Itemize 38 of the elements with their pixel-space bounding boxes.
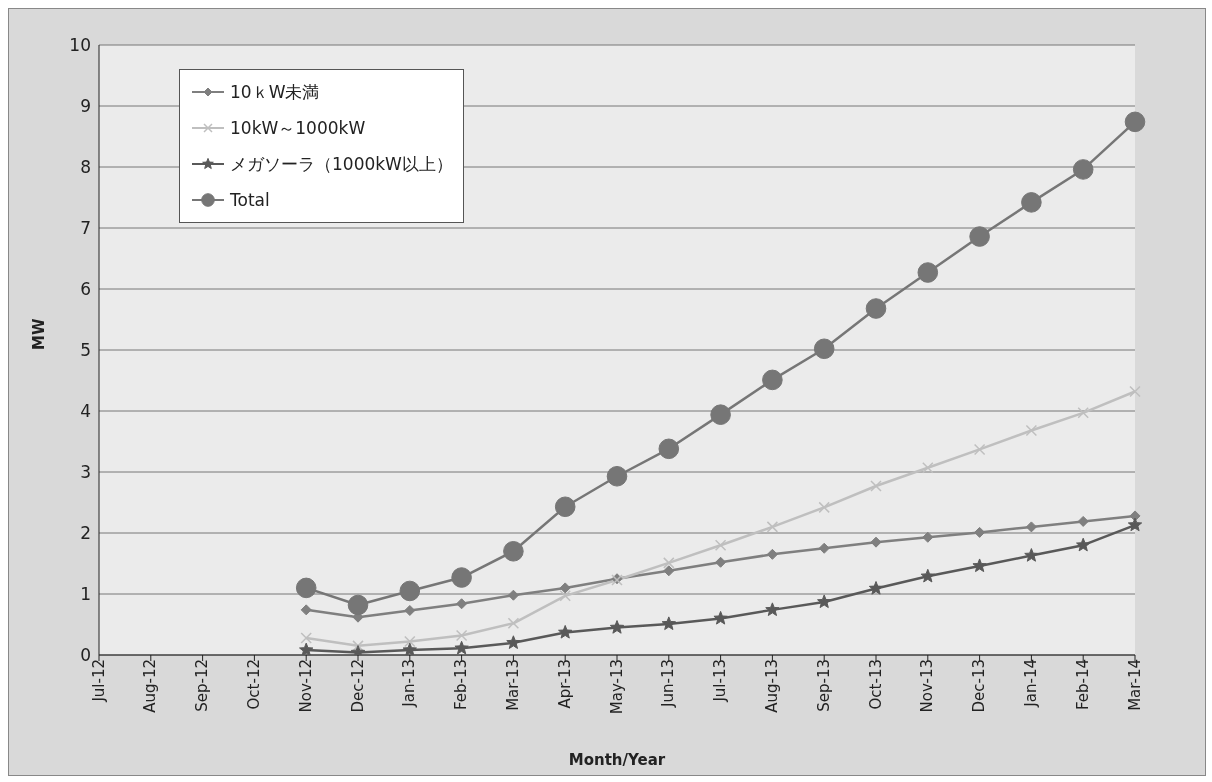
x-tick-label: Sep-13 xyxy=(814,659,833,712)
x-tick-label: Jul-12 xyxy=(89,659,108,703)
x-tick-label: Mar-14 xyxy=(1125,659,1144,711)
y-tick-label: 7 xyxy=(80,218,91,239)
legend-label: 10kW～1000kW xyxy=(230,116,366,140)
x-tick-label: Apr-13 xyxy=(555,659,574,709)
y-tick-label: 4 xyxy=(80,401,91,422)
x-tick-label: Aug-13 xyxy=(763,659,782,713)
legend-label: Total xyxy=(230,190,270,210)
y-tick-label: 5 xyxy=(80,340,91,361)
x-tick-label: Mar-13 xyxy=(504,659,523,711)
y-tick-label: 1 xyxy=(80,584,91,605)
legend-label: メガソーラ（1000kW以上） xyxy=(230,152,453,176)
y-axis-title: MW xyxy=(30,318,49,350)
x-tick-label: Nov-13 xyxy=(918,659,937,713)
x-tick-label: Dec-13 xyxy=(970,659,989,713)
x-tick-label: Oct-12 xyxy=(245,659,264,710)
y-tick-label: 0 xyxy=(80,645,91,666)
x-tick-label: Aug-12 xyxy=(141,659,160,713)
x-tick-label: Dec-12 xyxy=(348,659,367,713)
x-axis-title: Month/Year xyxy=(568,751,666,769)
x-tick-label: Oct-13 xyxy=(866,659,885,710)
x-tick-label: Jan-14 xyxy=(1022,659,1041,708)
y-tick-label: 9 xyxy=(80,96,91,117)
x-tick-label: Feb-14 xyxy=(1073,659,1092,711)
y-tick-label: 3 xyxy=(80,462,91,483)
x-tick-label: Jun-13 xyxy=(659,659,678,708)
y-tick-label: 6 xyxy=(80,279,91,300)
x-tick-label: Feb-13 xyxy=(452,659,471,711)
x-tick-label: Jul-13 xyxy=(711,659,730,703)
y-tick-label: 2 xyxy=(80,523,91,544)
x-tick-label: Sep-12 xyxy=(193,659,212,712)
y-tick-label: 8 xyxy=(80,157,91,178)
x-tick-label: Jan-13 xyxy=(400,659,419,708)
x-tick-label: May-13 xyxy=(607,659,626,715)
legend-label: 10ｋW未満 xyxy=(230,80,320,104)
x-tick-label: Nov-12 xyxy=(296,659,315,713)
y-tick-label: 10 xyxy=(69,35,91,56)
